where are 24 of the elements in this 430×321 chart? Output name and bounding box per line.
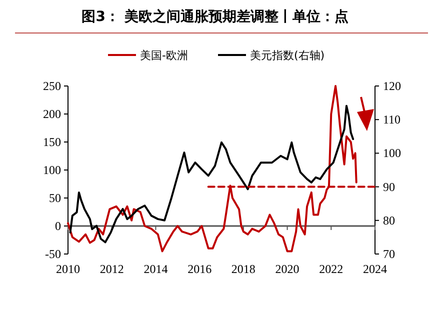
y-tick-label: 200 bbox=[43, 107, 61, 121]
y2-tick-label: 90 bbox=[383, 180, 395, 194]
y-tick-label: 150 bbox=[43, 135, 61, 149]
y2-tick-label: 120 bbox=[383, 79, 401, 93]
y-tick-label: 250 bbox=[43, 79, 61, 93]
x-tick-label: 2010 bbox=[56, 262, 80, 276]
x-tick-label: 2012 bbox=[100, 262, 124, 276]
chart-title: 图3： 美欧之间通胀预期差调整丨单位：点 bbox=[82, 8, 348, 25]
y-tick-label: 0 bbox=[55, 219, 61, 233]
legend-label: 美元指数(右轴) bbox=[250, 49, 325, 62]
y2-tick-label: 100 bbox=[383, 146, 401, 160]
x-tick-label: 2014 bbox=[144, 262, 168, 276]
y2-tick-label: 70 bbox=[383, 247, 395, 261]
legend-label: 美国-欧洲 bbox=[140, 49, 188, 62]
x-tick-label: 2020 bbox=[275, 262, 300, 276]
y-tick-label: -50 bbox=[45, 247, 61, 261]
x-tick-label: 2016 bbox=[188, 262, 212, 276]
y2-tick-label: 80 bbox=[383, 213, 395, 228]
x-tick-label: 2022 bbox=[319, 262, 344, 276]
x-tick-label: 2018 bbox=[231, 262, 256, 276]
y-tick-label: 100 bbox=[43, 163, 61, 177]
y-tick-label: 50 bbox=[49, 191, 61, 205]
x-tick-label: 2024 bbox=[363, 262, 387, 276]
y2-tick-label: 110 bbox=[383, 112, 401, 127]
